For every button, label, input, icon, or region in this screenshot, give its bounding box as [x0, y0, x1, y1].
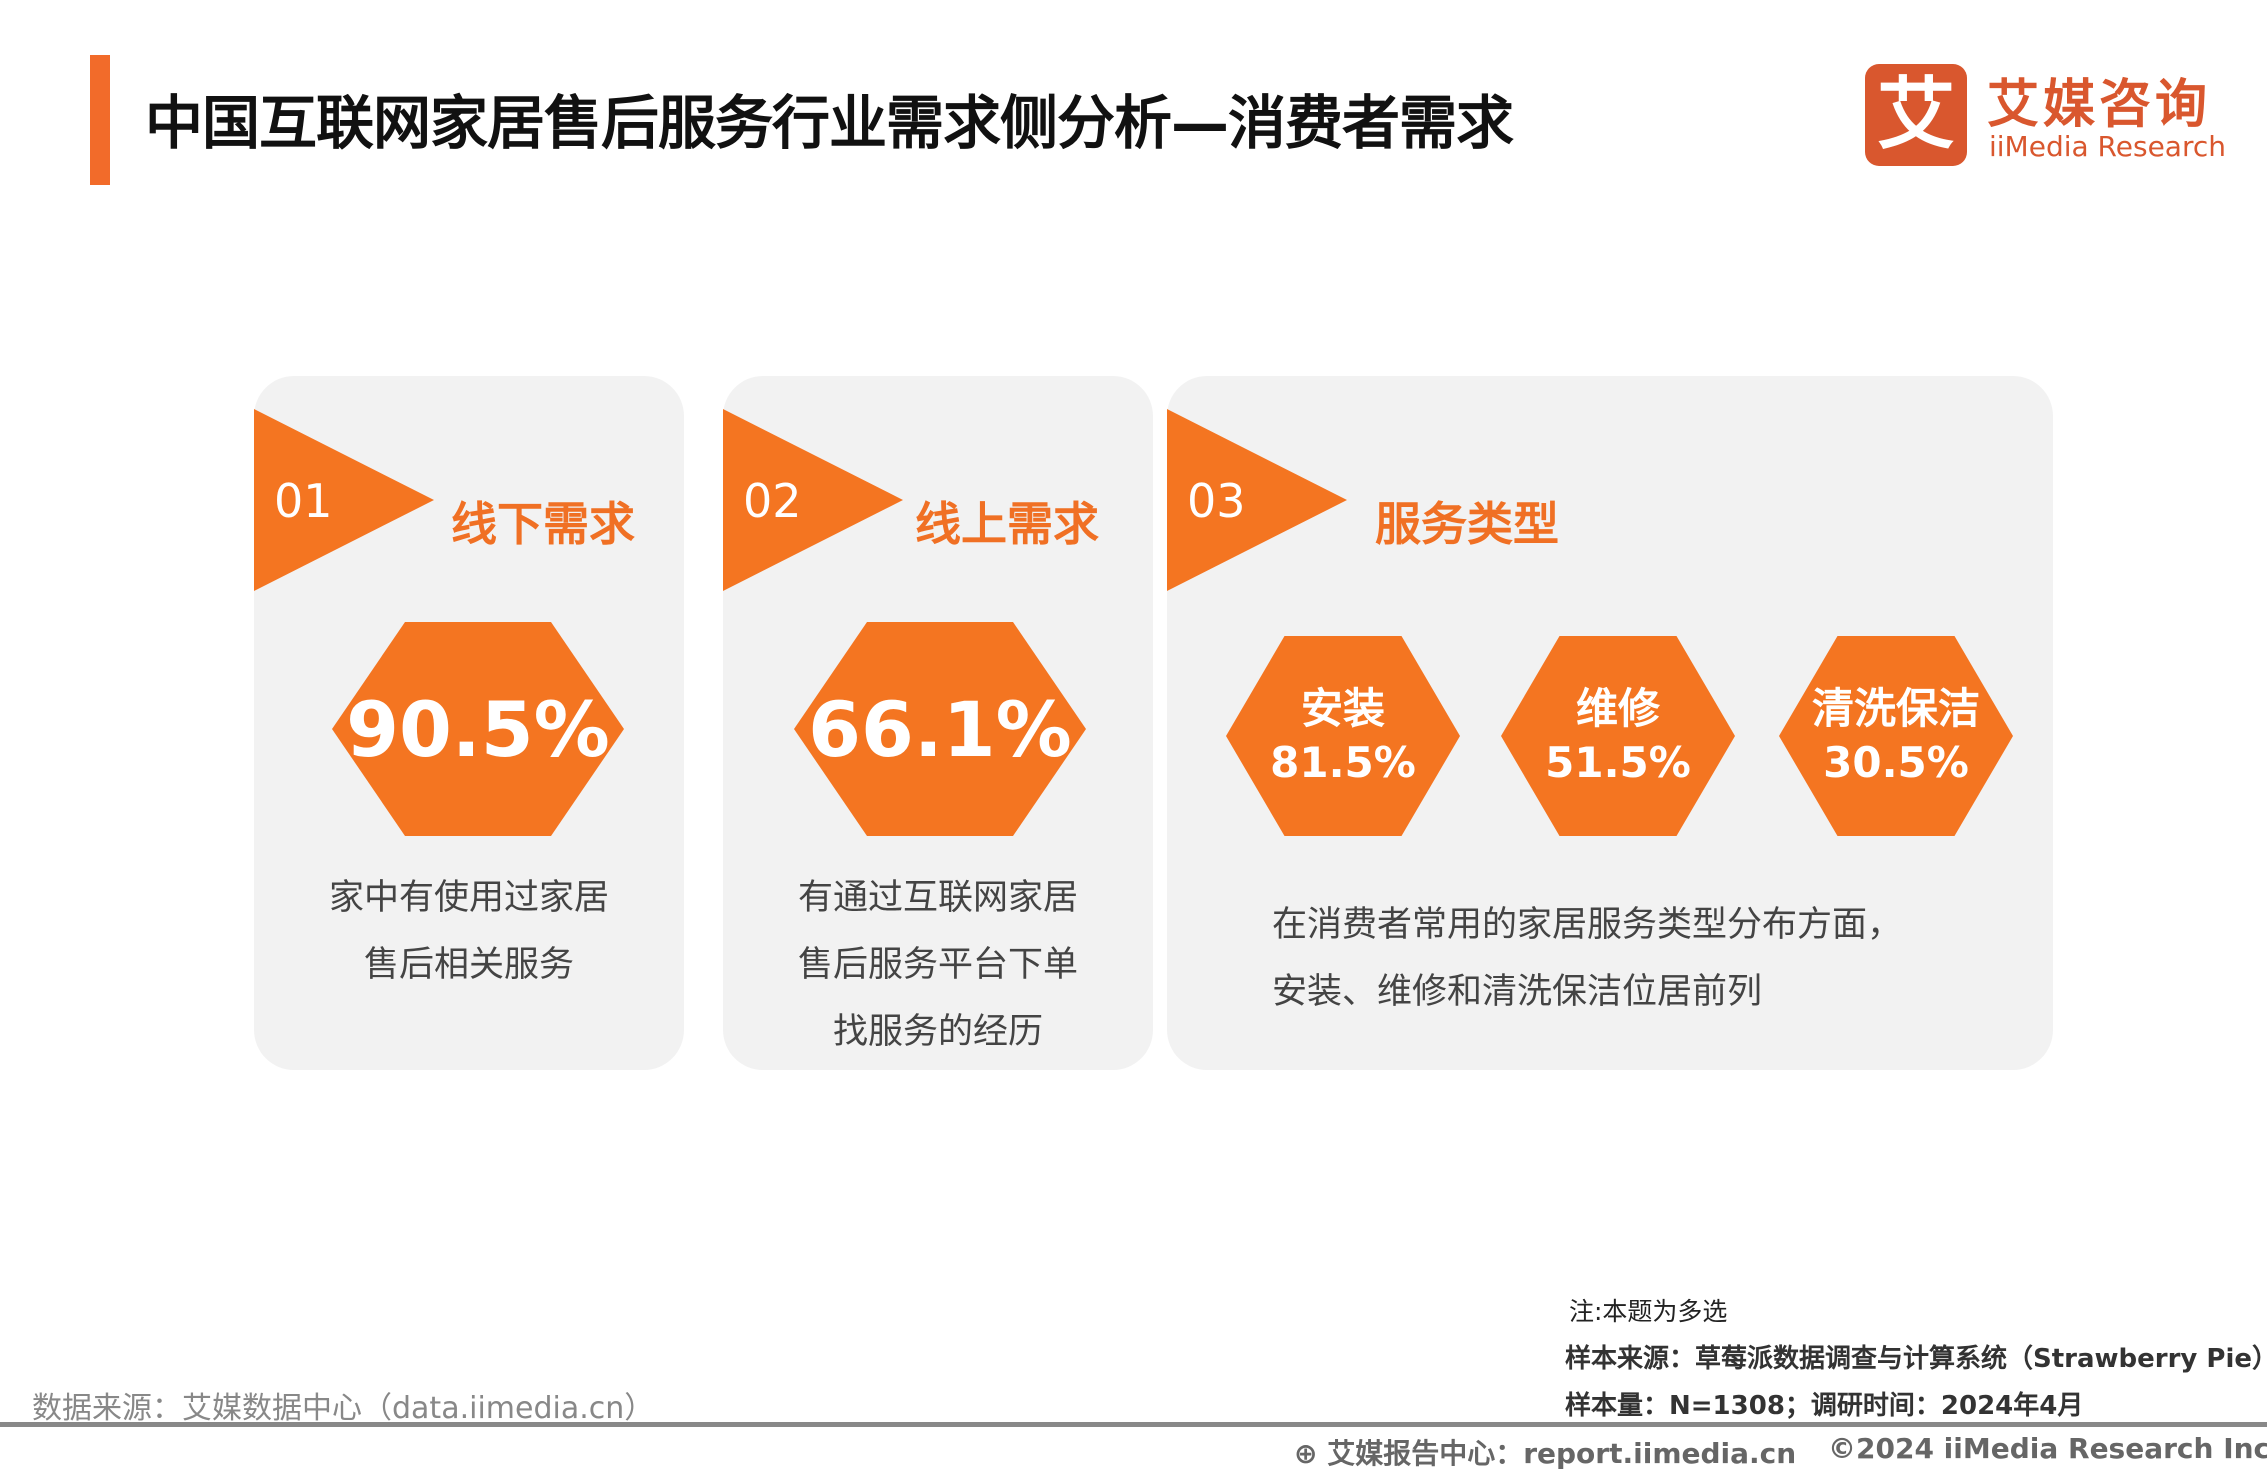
triangle-marker [1167, 409, 1347, 591]
logo: 艾 艾媒咨询 iiMedia Research [1865, 62, 2235, 172]
value-hexagon: 90.5% [332, 622, 624, 836]
report-center: ⊕ 艾媒报告中心：report.iimedia.cn [1294, 1432, 1796, 1472]
card-number: 02 [743, 474, 802, 528]
triangle-marker [254, 409, 434, 591]
card-label: 线上需求 [915, 497, 1099, 551]
value-hexagon: 66.1% [794, 622, 1086, 836]
card-number: 01 [274, 474, 333, 528]
desc-line: 家中有使用过家居 [328, 878, 609, 918]
service-value: 81.5% [1270, 738, 1416, 787]
logo-mark: 艾 [1865, 64, 1967, 166]
card-number: 03 [1187, 474, 1246, 528]
footer-divider [0, 1422, 2267, 1427]
hexagon-repair: 维修 51.5% [1501, 636, 1735, 836]
desc-line: 在消费者常用的家居服务类型分布方面， [1272, 905, 1903, 945]
card-label: 线下需求 [451, 497, 635, 551]
copyright: ©2024 iiMedia Research Inc [1828, 1432, 2267, 1465]
card-service-types: 03 服务类型 安装 81.5% 维修 51.5% 清洗保洁 30.5% 在消费… [1167, 376, 2053, 1070]
card-offline-demand: 01 线下需求 90.5% 家中有使用过家居 售后相关服务 [254, 376, 684, 1070]
card-description: 家中有使用过家居 售后相关服务 [254, 865, 684, 999]
service-value: 30.5% [1823, 738, 1969, 787]
data-source: 数据来源：艾媒数据中心（data.iimedia.cn） [32, 1391, 655, 1426]
hexagon-cleaning: 清洗保洁 30.5% [1779, 636, 2013, 836]
card-online-demand: 02 线上需求 66.1% 有通过互联网家居 售后服务平台下单 找服务的经历 [723, 376, 1153, 1070]
triangle-marker [723, 409, 903, 591]
sample-size: 样本量：N=1308；调研时间：2024年4月 [1565, 1391, 2084, 1421]
desc-line: 售后相关服务 [363, 945, 574, 985]
desc-line: 有通过互联网家居 [797, 878, 1078, 918]
desc-line: 找服务的经历 [832, 1012, 1043, 1052]
desc-line: 售后服务平台下单 [797, 945, 1078, 985]
card-label: 服务类型 [1375, 497, 1559, 551]
service-name: 维修 [1575, 684, 1660, 733]
service-name: 安装 [1300, 684, 1385, 733]
page-title: 中国互联网家居售后服务行业需求侧分析—消费者需求 [145, 89, 1514, 157]
logo-cn: 艾媒咨询 [1987, 75, 2212, 135]
service-name: 清洗保洁 [1811, 684, 1980, 733]
hexagon-install: 安装 81.5% [1226, 636, 1460, 836]
title-accent-bar [90, 55, 110, 185]
card-description: 有通过互联网家居 售后服务平台下单 找服务的经历 [723, 865, 1153, 1066]
logo-en: iiMedia Research [1989, 130, 2226, 163]
service-value: 51.5% [1545, 738, 1691, 787]
card-description: 在消费者常用的家居服务类型分布方面， 安装、维修和清洗保洁位居前列 [1272, 892, 1902, 1026]
sample-source: 样本来源：草莓派数据调查与计算系统（Strawberry Pie） [1565, 1344, 2267, 1374]
report-center-link[interactable]: 艾媒报告中心：report.iimedia.cn [1327, 1437, 1797, 1470]
desc-line: 安装、维修和清洗保洁位居前列 [1272, 972, 1763, 1012]
footnote: 注:本题为多选 [1569, 1297, 1728, 1326]
globe-icon: ⊕ [1294, 1437, 1328, 1470]
